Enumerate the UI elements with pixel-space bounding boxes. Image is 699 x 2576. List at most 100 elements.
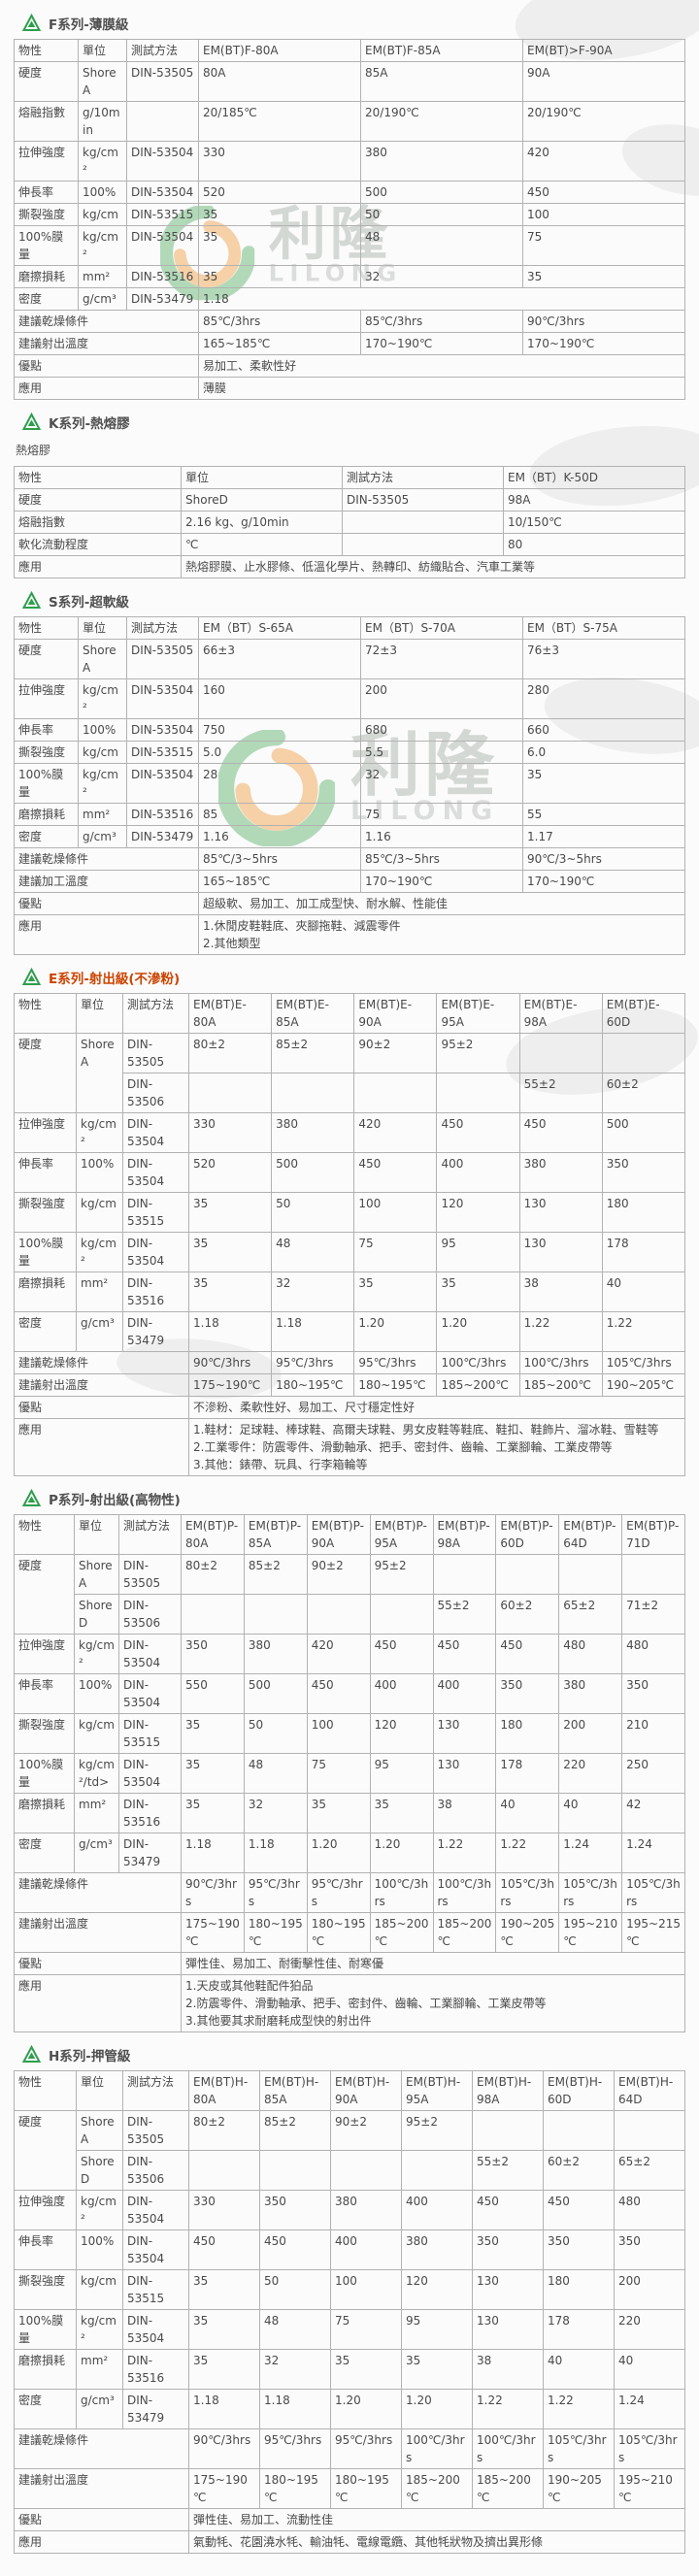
- section-k-series: K系列-熱熔膠 熱熔膠 物性 單位 測試方法 EM（BT）K-50D 硬度 ShoreD D…: [14, 413, 685, 578]
- column-header: 單位: [74, 1514, 119, 1555]
- table-cell: 20/190℃: [360, 101, 523, 142]
- table-cell: 100%: [78, 718, 127, 742]
- column-header: EM(BT)E-98A: [518, 993, 603, 1034]
- table-cell: 1.24: [614, 2389, 685, 2429]
- table-cell: 35: [198, 225, 361, 266]
- table-cell: 55±2: [432, 1594, 497, 1635]
- column-header: EM(BT)P-60D: [495, 1514, 560, 1555]
- table-cell: 85±2: [259, 2110, 331, 2151]
- table-cell: 80: [503, 533, 685, 556]
- table-cell: 190~205℃: [543, 2468, 615, 2509]
- table-cell: 450: [259, 2229, 331, 2270]
- section-p-series: P系列-射出級(高物性) 物性 單位 測試方法 EM(BT)P-80A EM(BT)P-…: [14, 1489, 685, 2032]
- table-cell: 35: [436, 1271, 520, 1312]
- table-cell: 拉伸強度: [14, 678, 79, 719]
- table-row: 硬度 ShoreA DIN-53505 80±2 85±2 90±2 95±2: [14, 2110, 685, 2191]
- table-cell: 400: [401, 2190, 473, 2230]
- table-cell: 120: [401, 2269, 473, 2310]
- table-cell: 520: [187, 1152, 273, 1193]
- table-cell: 450: [518, 1112, 603, 1153]
- table-cell: 應用: [14, 914, 199, 955]
- table-cell: 500: [360, 181, 523, 204]
- table-cell: [353, 1073, 438, 1113]
- table-cell: DIN-53479: [122, 2389, 189, 2429]
- table-row: 撕裂強度 kg/cm DIN-53515 35 50 100: [14, 203, 685, 226]
- spec-table-h-series: 物性 單位 測試方法 EM(BT)H-80A EM(BT)H-85A EM(BT)H-90…: [14, 2070, 685, 2554]
- column-header: EM(BT)F-85A: [360, 39, 523, 62]
- column-header: EM(BT)E-80A: [187, 993, 273, 1034]
- table-cell: DIN-53504: [126, 678, 199, 719]
- table-cell: 硬度: [14, 1554, 75, 1635]
- table-cell: 熱熔膠膜、止水膠條、低溫化學片、熱轉印、紡織貼合、汽車工業等: [181, 555, 685, 578]
- table-cell: 48: [259, 2309, 331, 2350]
- table-cell: g/cm³: [76, 2389, 123, 2429]
- column-header: 單位: [76, 993, 123, 1034]
- table-cell: 120: [369, 1713, 434, 1754]
- table-cell: 165~185℃: [198, 332, 361, 355]
- table-row: 撕裂強度 kg/cm DIN-53515 35 50 100 120 130 180: [14, 1192, 686, 1233]
- table-cell: DIN-53516: [126, 265, 199, 288]
- table-row: 建議射出溫度 175~190℃ 180~195℃ 180~195℃ 185~200℃ 18…: [14, 1912, 685, 1953]
- table-cell: 伸長率: [14, 1152, 77, 1193]
- table-row: 伸長率 100% DIN-53504 450 450 400 380 350 350 350: [14, 2229, 685, 2270]
- table-cell: kg/cm²: [76, 2309, 123, 2350]
- table-cell: 28: [198, 763, 361, 804]
- table-cell: 1.20: [330, 2389, 402, 2429]
- table-cell: 100%膜量: [14, 225, 79, 266]
- table-cell: 400: [432, 1673, 497, 1714]
- table-cell: 優點: [14, 354, 199, 378]
- table-cell: 35: [181, 1793, 245, 1833]
- table-cell: 130: [432, 1753, 497, 1794]
- table-cell: 350: [614, 2229, 685, 2270]
- table-cell: 330: [198, 141, 361, 182]
- table-cell: 330: [188, 2190, 260, 2230]
- table-cell: [342, 511, 504, 534]
- table-cell: 130: [518, 1192, 603, 1233]
- table-cell: 應用: [14, 1974, 182, 2032]
- table-cell: g/10min: [78, 101, 127, 142]
- table-cell: 130: [472, 2309, 544, 2350]
- table-cell: DIN-53516: [122, 2349, 189, 2390]
- table-cell: 32: [271, 1271, 355, 1312]
- table-cell: g/cm³: [78, 287, 127, 311]
- table-cell: 100: [353, 1192, 438, 1233]
- table-row: 拉伸強度 kg/cm² DIN-53504 330 380 420: [14, 141, 685, 182]
- section-f-series: F系列-薄膜級 物性 單位 測試方法 EM(BT)F-80A EM(BT)F-85A EM…: [14, 14, 685, 400]
- column-header: EM(BT)P-95A: [369, 1514, 434, 1555]
- table-cell: mm²: [76, 2349, 123, 2390]
- table-cell: [614, 2110, 685, 2151]
- table-cell: 420: [306, 1634, 371, 1674]
- table-cell: 應用: [14, 377, 199, 400]
- table-cell: 190~205℃: [601, 1373, 686, 1397]
- column-header: EM（BT）S-65A: [198, 616, 361, 640]
- table-row: 熔融指數 2.16 kg、g/10min 10/150℃: [14, 511, 685, 534]
- table-cell: [558, 1554, 623, 1595]
- table-row: 密度 g/cm³ DIN-53479 1.18 1.18 1.20 1.20 1.22 1.22: [14, 1311, 686, 1352]
- table-cell: 32: [243, 1793, 308, 1833]
- table-cell: 建議射出溫度: [14, 1912, 182, 1953]
- table-cell: ℃: [181, 533, 343, 556]
- section-title: P系列-射出級(高物性): [49, 1493, 181, 1508]
- series-triangle-icon: [21, 591, 42, 609]
- table-cell: g/cm³: [78, 825, 127, 848]
- table-row: 密度 g/cm³ DIN-53479 1.18: [14, 287, 685, 311]
- table-cell: 35: [181, 1753, 245, 1794]
- table-cell: 190~205℃: [495, 1912, 560, 1953]
- column-header: EM（BT）S-70A: [360, 616, 523, 640]
- table-cell: 85℃/3hrs: [198, 310, 361, 333]
- table-cell: [432, 1554, 497, 1595]
- table-cell: DIN-53504: [118, 1634, 182, 1674]
- section-header: S系列-超軟級: [21, 591, 685, 611]
- table-cell: 480: [558, 1634, 623, 1674]
- table-cell: 伸長率: [14, 1673, 75, 1714]
- column-header: EM(BT)P-90A: [306, 1514, 371, 1555]
- table-cell: DIN-53516: [122, 1271, 189, 1312]
- table-cell: 95: [401, 2309, 473, 2350]
- table-cell: DIN-53504: [122, 2190, 189, 2230]
- table-cell: 應用: [14, 1418, 189, 1476]
- table-cell: 160: [198, 678, 361, 719]
- table-cell: 380: [401, 2229, 473, 2270]
- table-cell: 撕裂強度: [14, 203, 79, 226]
- table-cell: 350: [472, 2229, 544, 2270]
- table-cell: 450: [436, 1112, 520, 1153]
